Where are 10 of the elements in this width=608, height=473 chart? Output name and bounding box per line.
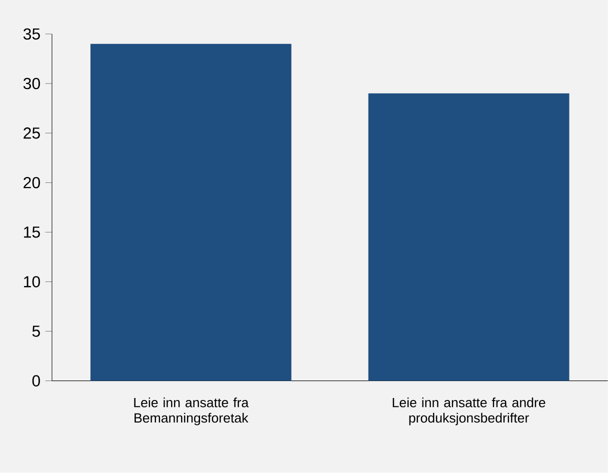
y-tick-label: 35 [23,28,40,40]
y-tick-label: 15 [24,226,40,238]
y-tick-label: 0 [32,375,40,387]
x-tick-label: Leie inn ansatte fra andre produksjonsbedrifter [392,398,546,426]
y-tick-label: 5 [32,326,40,337]
y-tick-label: 25 [24,128,40,139]
y-tick-label: 10 [24,276,40,288]
y-tick-label: 20 [24,177,40,188]
y-tick-label: 30 [23,78,40,90]
x-tick-label: Leie inn ansatte fra Bemanningsforetak [134,398,249,426]
